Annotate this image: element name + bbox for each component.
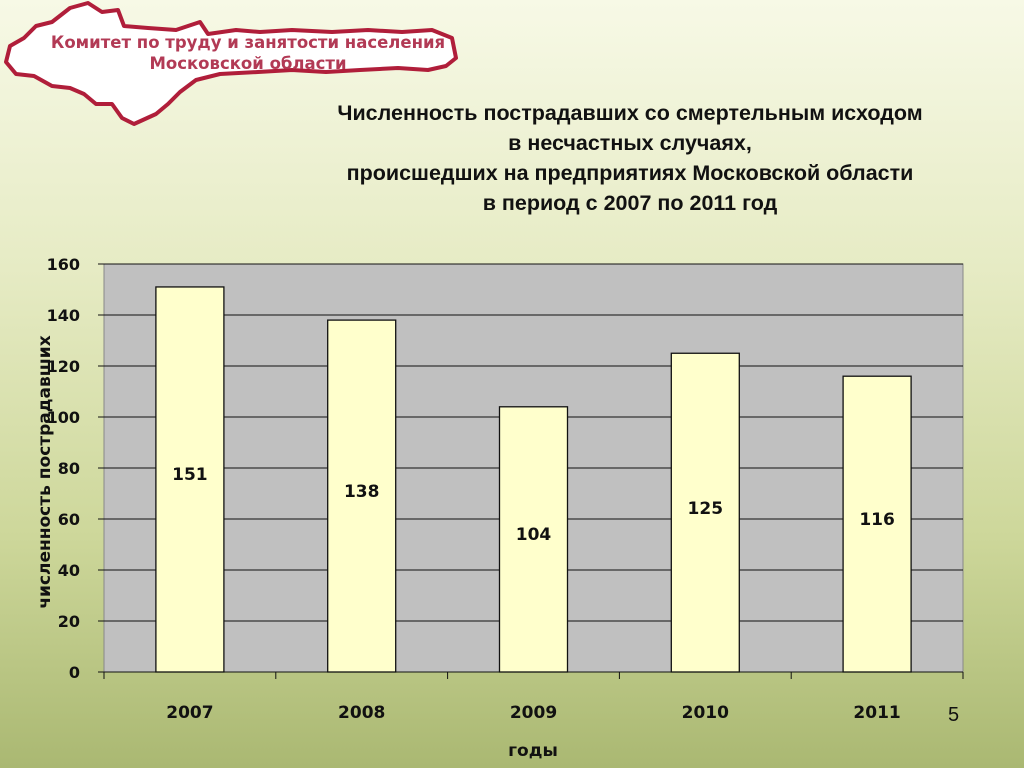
data-label: 151 xyxy=(172,465,208,485)
moscow-region-outline-icon xyxy=(4,1,458,126)
org-name-line1: Комитет по труду и занятости населения xyxy=(50,33,446,52)
bar xyxy=(842,375,912,673)
data-label: 138 xyxy=(344,482,380,502)
data-label: 125 xyxy=(688,499,724,519)
bar-chart: 151 138 104 125 116 0 20 40 60 80 100 120 140 160 20… xyxy=(35,255,964,761)
data-label: 104 xyxy=(516,525,552,545)
page-number: 5 xyxy=(948,704,960,726)
y-tick-label: 140 xyxy=(47,306,80,325)
x-tick-label: 2010 xyxy=(682,703,729,723)
title-line-4: в период с 2007 по 2011 год xyxy=(482,191,778,215)
bar xyxy=(327,319,397,673)
title-line-3: происшедших на предприятиях Московской о… xyxy=(346,161,914,185)
y-tick-label: 0 xyxy=(69,663,80,682)
y-tick-label: 120 xyxy=(47,357,80,376)
title-line-1: Численность пострадавших со смертельным … xyxy=(337,101,923,125)
slide-title: Численность пострадавших со смертельным … xyxy=(250,98,1010,218)
y-tick-label: 20 xyxy=(58,612,80,631)
x-axis-label: годы xyxy=(508,741,558,761)
x-tick-label: 2008 xyxy=(338,703,385,723)
x-tick-label: 2007 xyxy=(166,703,213,723)
org-name: Комитет по труду и занятости населения М… xyxy=(28,32,468,74)
x-tick-label: 2009 xyxy=(510,703,557,723)
y-axis-label: численность пострадавших xyxy=(35,335,55,608)
y-tick-label: 40 xyxy=(58,561,80,580)
y-tick-label: 80 xyxy=(58,459,80,478)
logo xyxy=(0,0,460,135)
bars: 151 138 104 125 116 xyxy=(155,286,912,673)
x-tick-labels: 2007 2008 2009 2010 2011 xyxy=(166,703,901,723)
data-label: 116 xyxy=(859,510,895,530)
y-tick-label: 160 xyxy=(47,255,80,274)
x-axis xyxy=(103,671,964,679)
y-tick-label: 100 xyxy=(47,408,80,427)
org-name-line2: Московской области xyxy=(149,54,347,73)
y-tick-label: 60 xyxy=(58,510,80,529)
y-tick-labels: 0 20 40 60 80 100 120 140 160 xyxy=(47,255,80,682)
title-line-2: в несчастных случаях, xyxy=(508,131,752,155)
x-tick-label: 2011 xyxy=(853,703,900,723)
